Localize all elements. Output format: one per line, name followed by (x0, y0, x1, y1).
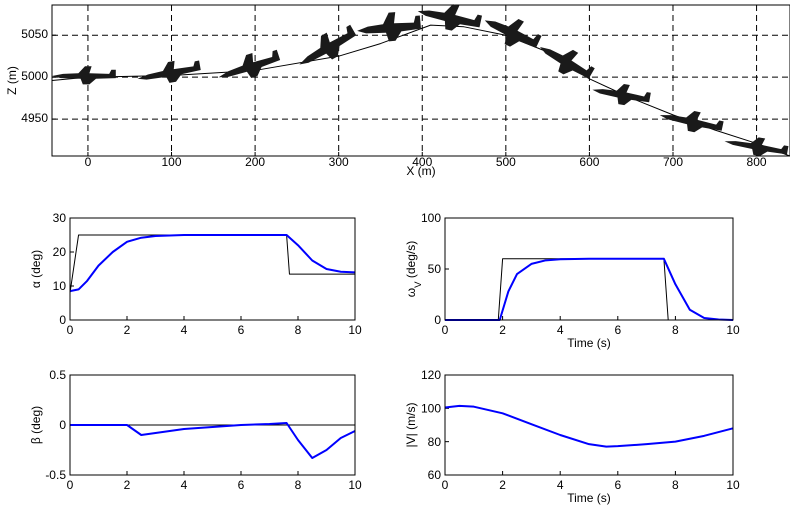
x-axis-label: Time (s) (567, 491, 611, 505)
x-tick-label: 200 (245, 155, 265, 169)
x-tick-label: 2 (124, 323, 131, 337)
x-tick-label: 4 (181, 323, 188, 337)
x-tick-label: 4 (557, 323, 564, 337)
x-tick-label: 10 (726, 478, 740, 492)
axes-frame (444, 217, 734, 321)
y-axis-label-part: ω (404, 288, 418, 297)
x-tick-label: 10 (726, 323, 740, 337)
y-tick-label: 0 (59, 313, 66, 327)
x-tick-label: 300 (329, 155, 349, 169)
y-axis-label: α (deg) (29, 250, 43, 288)
x-tick-label: 700 (663, 155, 683, 169)
subplot: 0 2 4 6 8 10-0.500.5β (deg) (29, 368, 362, 492)
y-tick-label: 4950 (21, 111, 48, 125)
y-tick-label: 100 (421, 402, 441, 416)
y-tick-label: 10 (53, 279, 67, 293)
y-axis-label-part: (deg/s) (404, 241, 418, 282)
x-tick-label: 8 (295, 478, 302, 492)
x-tick-label: 2 (499, 478, 506, 492)
y-axis-label: Z (m) (5, 66, 19, 95)
x-tick-label: 500 (496, 155, 516, 169)
y-tick-label: 60 (428, 468, 442, 482)
y-tick-label: 50 (428, 262, 442, 276)
x-tick-label: 0 (442, 478, 449, 492)
subplot: 0 2 4 6 8 10 60 80 100 120 Time (s) |V| (m/s) (404, 368, 740, 505)
x-axis-label: Time (s) (567, 336, 611, 350)
subplot: 0 2 4 6 8 10 0 10 20 30 α (deg) (29, 211, 362, 337)
series-line (445, 257, 734, 321)
x-tick-label: 8 (672, 478, 679, 492)
y-tick-label: 100 (421, 211, 441, 225)
x-tick-label: 6 (614, 323, 621, 337)
x-tick-label: 0 (85, 155, 92, 169)
axes-frame (69, 217, 356, 321)
x-tick-label: 0 (67, 478, 74, 492)
y-tick-label: -0.5 (45, 468, 66, 482)
axes-box (444, 217, 734, 321)
x-tick-label: 400 (412, 155, 432, 169)
x-axis-label: X (m) (406, 164, 435, 178)
x-tick-label: 2 (124, 478, 131, 492)
axes-frame (51, 4, 790, 157)
y-tick-label: 120 (421, 368, 441, 382)
y-tick-label: 20 (53, 245, 67, 259)
x-tick-label: 10 (348, 323, 362, 337)
y-tick-label: 30 (53, 211, 67, 225)
y-axis-label: |V| (m/s) (404, 403, 418, 448)
x-tick-label: 0 (442, 323, 449, 337)
x-tick-label: 6 (238, 478, 245, 492)
y-tick-label: 5050 (21, 27, 48, 41)
axes-frame (444, 374, 734, 476)
y-tick-label: 80 (428, 435, 442, 449)
x-tick-label: 2 (499, 323, 506, 337)
y-tick-label: 5000 (21, 69, 48, 83)
y-axis-label: β (deg) (29, 406, 43, 444)
x-tick-label: 800 (747, 155, 767, 169)
x-tick-label: 4 (181, 478, 188, 492)
axes-box (51, 4, 790, 157)
y-axis-label: ωV (deg/s) (404, 241, 424, 297)
x-tick-label: 8 (295, 323, 302, 337)
y-axis-label-part: V (413, 281, 424, 288)
series-line (69, 234, 356, 293)
x-tick-label: 6 (614, 478, 621, 492)
y-tick-label: 0 (434, 313, 441, 327)
y-tick-label: 0.5 (49, 368, 66, 382)
x-tick-label: 0 (67, 323, 74, 337)
series-line (444, 404, 734, 448)
y-tick-label: 0 (59, 418, 66, 432)
x-tick-label: 8 (672, 323, 679, 337)
x-tick-label: 4 (557, 478, 564, 492)
x-tick-label: 100 (162, 155, 182, 169)
x-tick-label: 600 (579, 155, 599, 169)
x-tick-label: 10 (348, 478, 362, 492)
axes-frame (69, 374, 356, 476)
axes-box (444, 374, 734, 476)
series-line (70, 422, 356, 459)
axes-box (69, 217, 356, 321)
x-tick-label: 6 (238, 323, 245, 337)
